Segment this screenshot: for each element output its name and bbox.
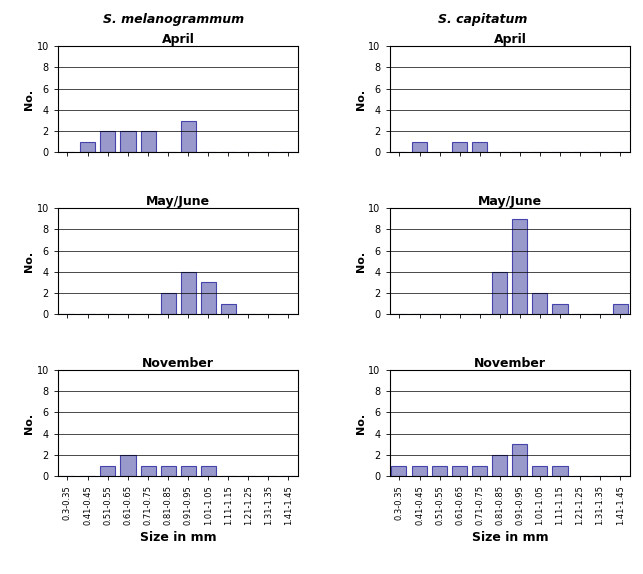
Bar [391, 466, 406, 476]
Bar [100, 466, 116, 476]
Bar [120, 131, 136, 153]
Y-axis label: No.: No. [24, 251, 34, 272]
Bar [120, 455, 136, 476]
Bar [412, 466, 427, 476]
Bar [161, 293, 176, 315]
Bar [613, 304, 628, 315]
Text: S. melanogrammum: S. melanogrammum [103, 13, 244, 26]
Bar [493, 455, 507, 476]
Bar [221, 304, 236, 315]
Title: November: November [474, 357, 546, 370]
Bar [512, 444, 527, 476]
Bar [432, 466, 448, 476]
Bar [412, 142, 427, 153]
Bar [161, 466, 176, 476]
Bar [493, 272, 507, 315]
Bar [201, 282, 215, 315]
Bar [181, 466, 195, 476]
Bar [141, 466, 156, 476]
Bar [532, 466, 547, 476]
Title: November: November [142, 357, 214, 370]
Title: April: April [161, 33, 195, 46]
Bar [552, 304, 568, 315]
Bar [452, 466, 467, 476]
Bar [473, 142, 487, 153]
Y-axis label: No.: No. [24, 88, 34, 110]
Title: April: April [493, 33, 527, 46]
Y-axis label: No.: No. [356, 88, 366, 110]
Bar [473, 466, 487, 476]
Bar [181, 272, 195, 315]
Y-axis label: No.: No. [356, 413, 366, 434]
Bar [452, 142, 467, 153]
X-axis label: Size in mm: Size in mm [471, 531, 548, 544]
Bar [201, 466, 215, 476]
Bar [100, 131, 116, 153]
Bar [141, 131, 156, 153]
Y-axis label: No.: No. [356, 251, 366, 272]
Y-axis label: No.: No. [24, 413, 34, 434]
X-axis label: Size in mm: Size in mm [140, 531, 217, 544]
Bar [80, 142, 95, 153]
Bar [512, 219, 527, 315]
Bar [532, 293, 547, 315]
Text: S. capitatum: S. capitatum [438, 13, 527, 26]
Bar [181, 121, 195, 153]
Bar [552, 466, 568, 476]
Title: May/June: May/June [146, 195, 210, 208]
Title: May/June: May/June [478, 195, 542, 208]
